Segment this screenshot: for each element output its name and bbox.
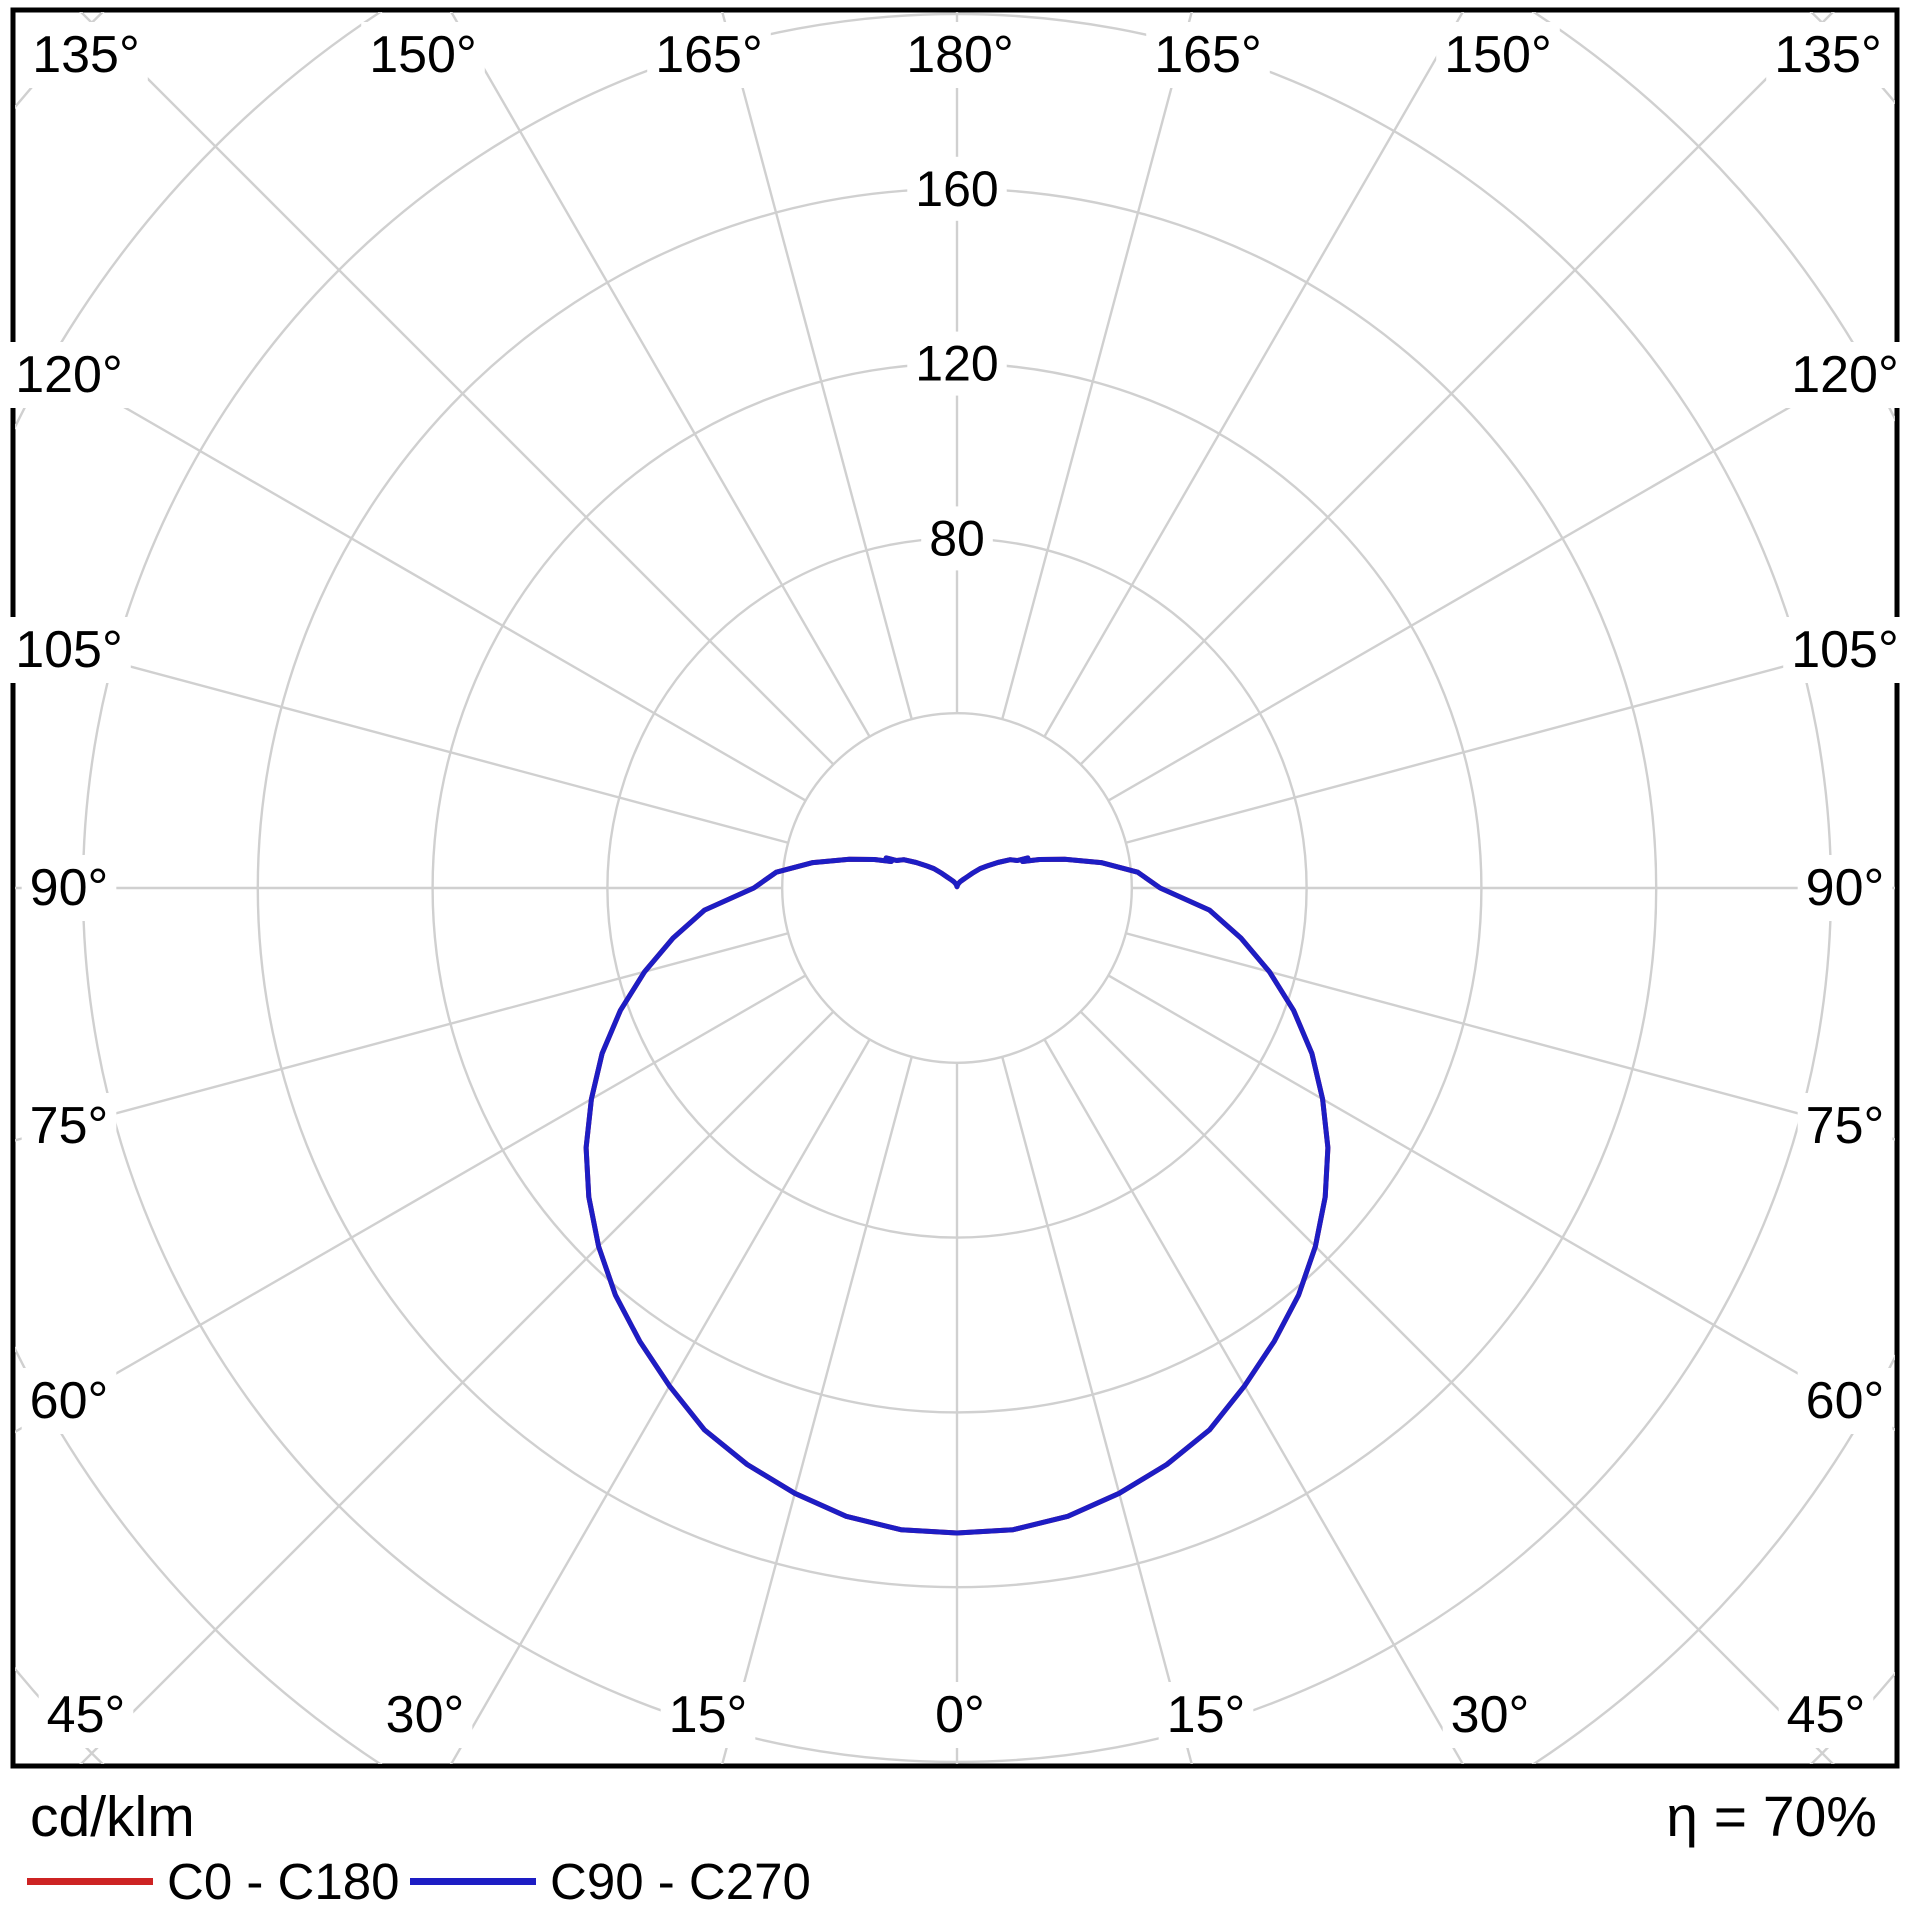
legend-item-c0-c180: C0 - C180: [27, 1853, 399, 1909]
angle-label-bottom-5-bg: [1442, 1682, 1538, 1748]
angle-label-bottom-3-bg: [927, 1682, 993, 1748]
radial-tick-160-bg: [907, 156, 1007, 221]
footer-row: cd/klm η = 70%: [0, 1785, 1920, 1849]
angle-label-left-2-bg: [21, 855, 117, 921]
curve-C90-C270: [583, 855, 1331, 1536]
grid-ray-165: [1001, 12, 1193, 720]
angle-label-top-1: 150°: [369, 26, 477, 84]
grid-ray-330: [449, 1038, 871, 1764]
angle-label-right-1-bg: [1783, 617, 1907, 683]
legend-label-c90-c270: C90 - C270: [550, 1852, 811, 1910]
angle-label-top-6: 135°: [1774, 26, 1882, 84]
angle-label-top-0-bg: [24, 22, 148, 88]
grid-ray-240: [15, 342, 807, 802]
angle-label-left-3: 75°: [30, 1097, 109, 1155]
angle-label-left-1-bg: [7, 617, 131, 683]
angle-label-top-2: 165°: [655, 26, 763, 84]
angle-label-top-4: 165°: [1154, 26, 1262, 84]
angle-label-top-3: 180°: [906, 26, 1014, 84]
angle-label-bottom-0: 45°: [47, 1686, 126, 1744]
grid-ray-195: [721, 12, 913, 720]
grid-ray-285: [15, 932, 789, 1142]
angle-label-left-4: 60°: [30, 1372, 109, 1430]
angle-label-left-3-bg: [21, 1093, 117, 1159]
angle-label-top-3-bg: [898, 22, 1022, 88]
grid-ray-120: [1107, 345, 1895, 802]
angle-label-top-2-bg: [647, 22, 771, 88]
efficiency-label: η = 70%: [1666, 1785, 1877, 1849]
legend-label-c0-c180: C0 - C180: [167, 1852, 400, 1910]
angle-label-right-1: 105°: [1791, 621, 1899, 679]
angle-label-right-2-bg: [1797, 855, 1893, 921]
angle-label-bottom-0-bg: [38, 1682, 134, 1748]
angle-label-bottom-1: 30°: [386, 1686, 465, 1744]
angle-label-right-3-bg: [1797, 1093, 1893, 1159]
grid-ray-75: [1125, 932, 1895, 1141]
angle-label-top-1-bg: [361, 22, 485, 88]
angle-label-top-5-bg: [1436, 22, 1560, 88]
unit-label: cd/klm: [30, 1785, 195, 1849]
angle-label-bottom-2-bg: [660, 1682, 756, 1748]
grid-ray-105: [1125, 635, 1895, 844]
grid-ray-15: [1001, 1056, 1193, 1764]
angle-label-right-4-bg: [1797, 1368, 1893, 1434]
c0-c180-line-swatch: [27, 1877, 153, 1885]
angle-label-left-4-bg: [21, 1368, 117, 1434]
angle-label-left-2: 90°: [30, 859, 109, 917]
angle-label-top-4-bg: [1146, 22, 1270, 88]
grid-ray-210: [449, 12, 871, 738]
angle-label-left-0-bg: [7, 342, 131, 408]
angle-label-bottom-4: 15°: [1167, 1686, 1246, 1744]
angle-label-right-3: 75°: [1806, 1097, 1885, 1155]
angle-label-right-0-bg: [1783, 342, 1907, 408]
legend: C0 - C180 C90 - C270: [0, 1853, 1920, 1909]
radial-tick-120-bg: [907, 331, 1007, 396]
angle-label-right-2: 90°: [1806, 859, 1885, 917]
angle-label-left-0: 120°: [15, 346, 123, 404]
angle-label-right-4: 60°: [1806, 1372, 1885, 1430]
grid-ray-30: [1043, 1038, 1465, 1764]
grid-ray-345: [721, 1056, 913, 1764]
angle-label-bottom-2: 15°: [669, 1686, 748, 1744]
intensity-curves: [583, 855, 1331, 1536]
grid-ray-60: [1107, 974, 1895, 1431]
angle-label-bottom-1-bg: [377, 1682, 473, 1748]
angle-label-left-1: 105°: [15, 621, 123, 679]
axis-labels: 160 120 80 135° 150° 165° 180° 165° 150° 135° 45° 3…: [7, 22, 1907, 1748]
angle-label-top-0: 135°: [32, 26, 140, 84]
radial-tick-120: 120: [915, 336, 998, 392]
grid-ray-255: [15, 634, 789, 844]
angle-label-bottom-4-bg: [1158, 1682, 1254, 1748]
radial-tick-160: 160: [915, 161, 998, 217]
radial-tick-80: 80: [929, 510, 985, 566]
angle-label-top-5: 150°: [1444, 26, 1552, 84]
c90-c270-line-swatch: [410, 1877, 536, 1885]
grid-ray-300: [15, 974, 807, 1434]
angle-label-bottom-6: 45°: [1787, 1686, 1866, 1744]
legend-item-c90-c270: C90 - C270: [410, 1853, 811, 1909]
angle-label-top-6-bg: [1766, 22, 1890, 88]
angle-label-bottom-5: 30°: [1451, 1686, 1530, 1744]
radial-tick-80-bg: [921, 506, 993, 571]
angle-label-bottom-6-bg: [1778, 1682, 1874, 1748]
angle-label-bottom-3: 0°: [935, 1686, 985, 1744]
grid-ray-150: [1043, 12, 1465, 738]
angle-label-right-0: 120°: [1791, 346, 1899, 404]
